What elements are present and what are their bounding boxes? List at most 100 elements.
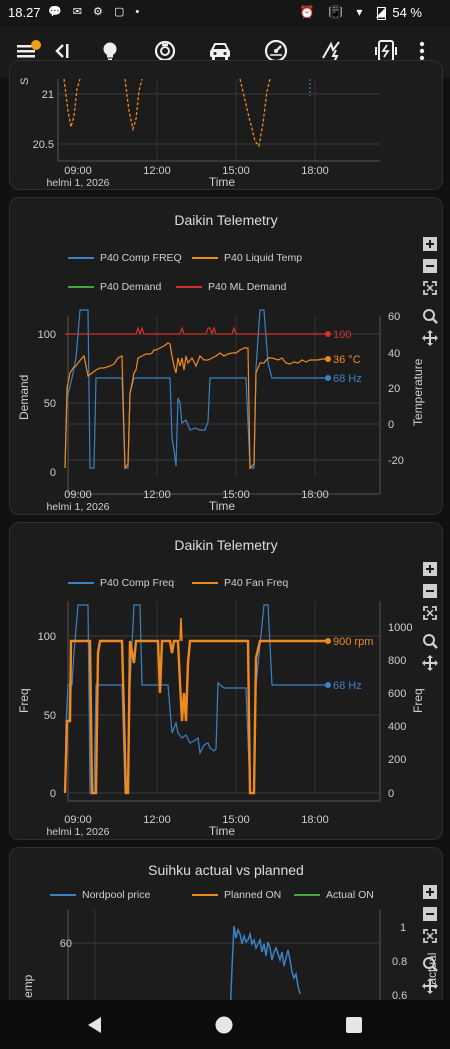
series-nordpool-price [229, 925, 301, 1018]
y-axis-label: Freq [17, 688, 31, 713]
y2-tick: 800 [388, 655, 406, 667]
status-right-icons: ⏰ 📳 ▾ ◢ [299, 5, 390, 19]
system-nav-bar [0, 1000, 450, 1049]
legend-item[interactable]: Actual ON [294, 889, 374, 901]
y2-tick: 20 [388, 383, 400, 395]
card-title: Daikin Telemetry [174, 212, 278, 228]
legend-item[interactable]: P40 Liquid Temp [192, 252, 302, 264]
legend-label: P40 Comp Freq [100, 577, 175, 589]
temperature-card: 21 20.5 S 09:00 12:00 15:00 18:00 helmi … [9, 60, 443, 190]
y-axis-label: S [19, 78, 31, 85]
legend-label: Actual ON [326, 889, 374, 901]
zoom-out-icon[interactable] [422, 258, 438, 274]
end-label-fan-freq: 900 rpm [333, 636, 373, 648]
reset-zoom-icon[interactable] [422, 280, 438, 296]
y-tick: 20.5 [33, 139, 54, 151]
x-tick: 15:00 [222, 814, 250, 826]
pan-icon[interactable] [422, 330, 438, 346]
collapse-icon[interactable] [48, 36, 76, 66]
series-endpoint-comp-freq [325, 375, 331, 381]
y2-axis-label: Temperature [411, 358, 425, 426]
suihku-chart[interactable]: 60 1 0.8 0.6 emp /actual [10, 848, 442, 1018]
legend-label: Planned ON [224, 889, 282, 901]
pan-icon[interactable] [422, 655, 438, 671]
menu-icon[interactable] [14, 36, 42, 66]
zoom-select-icon[interactable] [422, 633, 438, 649]
x-axis-label: Time [209, 499, 236, 513]
zoom-out-icon[interactable] [422, 583, 438, 599]
y2-tick: 0.6 [392, 990, 407, 1002]
y2-tick: 200 [388, 754, 406, 766]
series-comp-freq [64, 309, 328, 469]
temperature-chart[interactable]: 21 20.5 S 09:00 12:00 15:00 18:00 helmi … [10, 61, 442, 189]
legend-item[interactable]: P40 Fan Freq [192, 577, 288, 589]
y-tick: 50 [44, 710, 56, 722]
y-tick: 0 [50, 788, 56, 800]
zoom-select-icon[interactable] [422, 956, 438, 972]
daikin-telemetry-card-1: Daikin Telemetry P40 Comp FREQ P40 Liqui… [9, 197, 443, 515]
legend-label: P40 Fan Freq [224, 577, 289, 589]
daikin-chart-2[interactable]: 900 rpm 68 Hz 100 50 0 1000 800 600 400 … [10, 523, 442, 839]
zoom-in-icon[interactable] [422, 884, 438, 900]
notification-icons: 💬 ✉ ⚙ ▢ • [48, 6, 144, 18]
pan-icon[interactable] [422, 978, 438, 994]
legend-item[interactable]: Planned ON [192, 889, 281, 901]
bulb-icon[interactable] [96, 36, 124, 66]
y-axis-label: Demand [17, 375, 31, 420]
date-label: helmi 1, 2026 [46, 501, 109, 513]
series-ml-demand [65, 326, 328, 336]
x-tick: 12:00 [143, 165, 171, 177]
charging-icon[interactable] [318, 36, 346, 66]
zoom-in-icon[interactable] [422, 561, 438, 577]
y-tick: 50 [44, 398, 56, 410]
y-axis-label: emp [21, 974, 35, 998]
more-icon[interactable] [408, 36, 436, 66]
y2-tick: 60 [388, 311, 400, 323]
series-liquid-temp [64, 342, 328, 470]
series-endpoint-fan-freq [325, 638, 331, 644]
legend-item[interactable]: P40 Demand [68, 281, 161, 293]
status-bar: 18.27 💬 ✉ ⚙ ▢ • ⏰ 📳 ▾ ◢ 54 % [0, 0, 450, 26]
end-label-liquid-temp: 36 °C [333, 354, 361, 366]
legend-label: P40 ML Demand [208, 281, 287, 293]
legend-label: P40 Demand [100, 281, 162, 293]
x-tick: 12:00 [143, 814, 171, 826]
y2-tick: 0 [388, 419, 394, 431]
x-tick: 15:00 [222, 489, 250, 501]
zoom-out-icon[interactable] [422, 906, 438, 922]
y2-tick: 400 [388, 721, 406, 733]
reset-zoom-icon[interactable] [422, 928, 438, 944]
y2-tick: -20 [388, 455, 404, 467]
x-axis-label: Time [209, 175, 236, 189]
x-tick: 12:00 [143, 489, 171, 501]
y2-axis-label: Freq [411, 688, 425, 713]
x-tick: 15:00 [222, 165, 250, 177]
zoom-select-icon[interactable] [422, 308, 438, 324]
legend-label: P40 Liquid Temp [224, 252, 303, 264]
home-icon[interactable] [213, 1014, 235, 1036]
daikin-chart-1[interactable]: 100 36 °C 68 Hz 100 50 0 60 40 20 0 -20 … [10, 198, 442, 514]
series-comp-freq [64, 604, 328, 794]
x-axis-label: Time [209, 824, 236, 838]
end-label-comp-freq: 68 Hz [333, 373, 362, 385]
y-tick: 60 [60, 938, 72, 950]
x-tick: 09:00 [64, 489, 92, 501]
series-endpoint-ml-demand [325, 331, 331, 337]
back-icon[interactable] [84, 1014, 106, 1036]
x-tick: 18:00 [301, 814, 329, 826]
legend-item[interactable]: Nordpool price [50, 889, 150, 901]
daikin-telemetry-card-2: Daikin Telemetry P40 Comp Freq P40 Fan F… [9, 522, 443, 840]
y-tick: 0 [50, 467, 56, 479]
series-fan-freq-spike [179, 617, 183, 642]
date-label: helmi 1, 2026 [46, 177, 109, 189]
legend-item[interactable]: P40 ML Demand [176, 281, 286, 293]
y2-tick: 40 [388, 348, 400, 360]
recents-icon[interactable] [343, 1014, 365, 1036]
series-endpoint-comp-freq [325, 682, 331, 688]
car-icon[interactable] [206, 36, 234, 66]
x-tick: 18:00 [301, 165, 329, 177]
zoom-in-icon[interactable] [422, 236, 438, 252]
legend-item[interactable]: P40 Comp Freq [68, 577, 174, 589]
legend-item[interactable]: P40 Comp FREQ [68, 252, 182, 264]
reset-zoom-icon[interactable] [422, 605, 438, 621]
